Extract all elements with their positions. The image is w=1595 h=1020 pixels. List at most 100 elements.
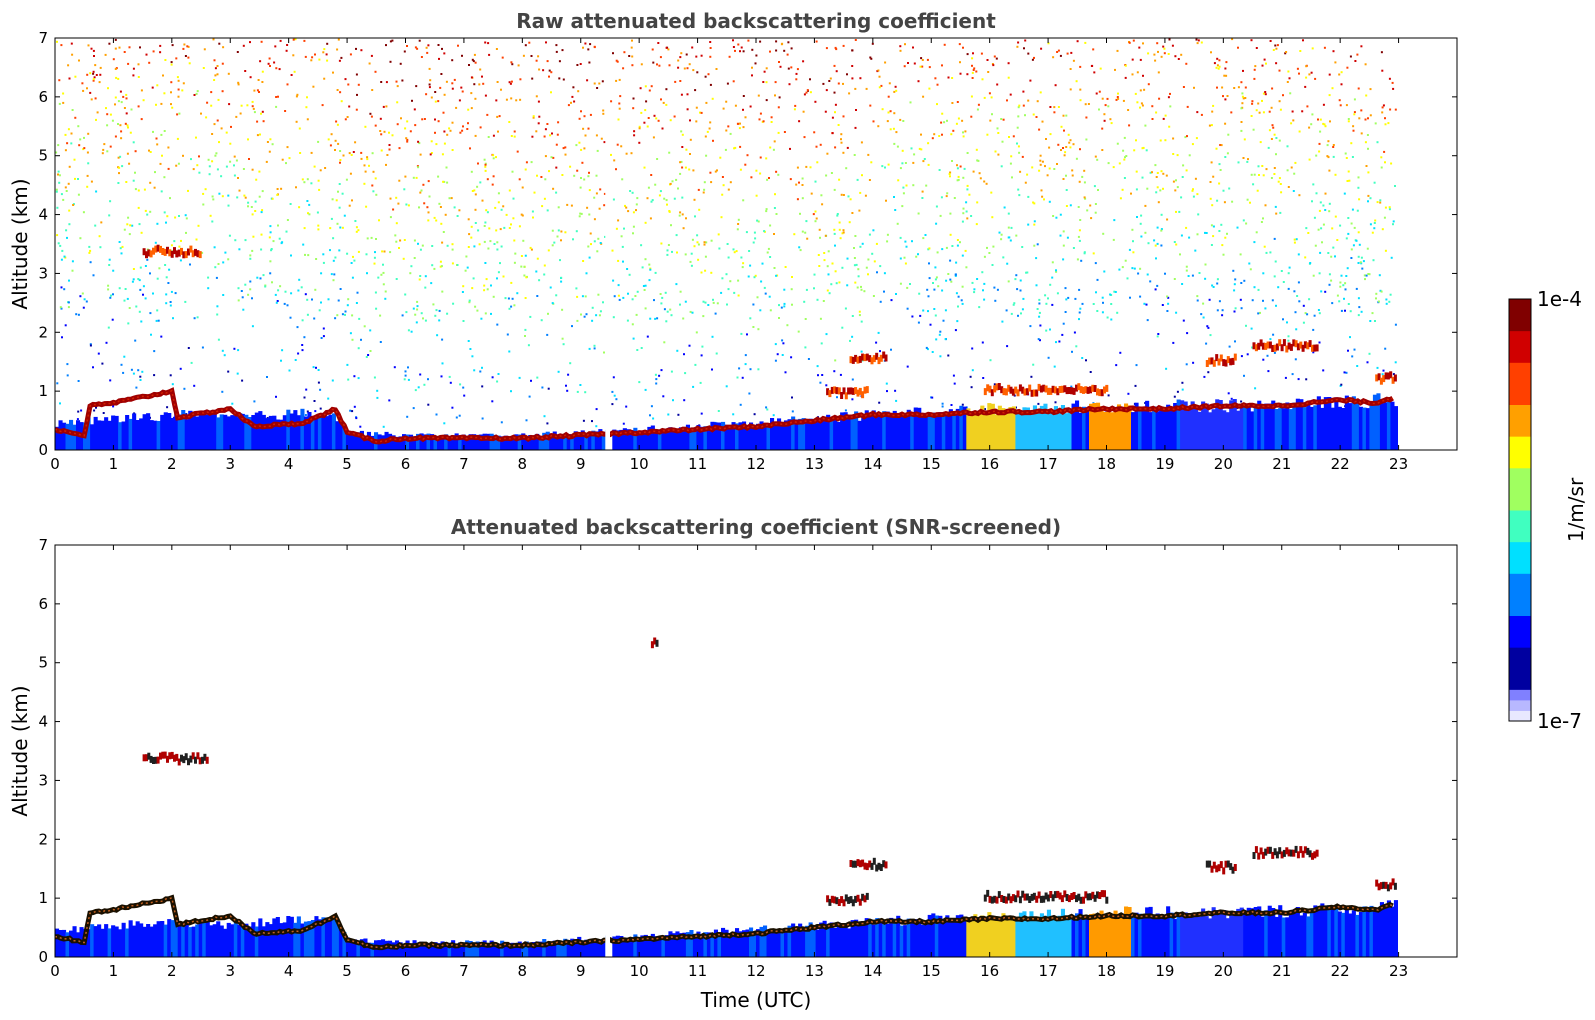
elevated-feature-pixel	[1285, 345, 1289, 353]
noise-pixel	[1101, 311, 1104, 314]
ground-column	[931, 412, 936, 450]
noise-pixel	[1388, 77, 1391, 80]
noise-pixel	[824, 110, 827, 113]
noise-pixel	[577, 90, 580, 93]
noise-pixel	[1166, 218, 1169, 221]
noise-pixel	[536, 257, 539, 260]
noise-pixel	[1131, 58, 1134, 61]
noise-pixel	[355, 417, 358, 420]
noise-pixel	[427, 219, 430, 222]
noise-pixel	[973, 67, 976, 70]
noise-pixel	[283, 302, 286, 305]
noise-pixel	[1270, 138, 1273, 140]
elevated-feature-pixel	[840, 392, 844, 399]
noise-pixel	[90, 98, 93, 101]
noise-pixel	[89, 249, 92, 252]
noise-pixel	[704, 301, 707, 304]
noise-pixel	[218, 141, 220, 144]
ground-column	[303, 416, 308, 450]
noise-pixel	[279, 39, 282, 42]
noise-pixel	[887, 111, 890, 114]
elevated-feature-pixel	[156, 756, 160, 764]
x-tick-label: 11	[688, 455, 707, 473]
noise-pixel	[474, 134, 477, 137]
noise-pixel	[790, 47, 793, 50]
noise-pixel	[957, 117, 960, 120]
noise-pixel	[1307, 232, 1310, 234]
noise-pixel	[1049, 106, 1052, 108]
noise-pixel	[438, 57, 440, 60]
noise-pixel	[896, 145, 899, 148]
elevated-feature-pixel	[884, 354, 888, 362]
noise-pixel	[1273, 167, 1276, 169]
elevated-feature-pixel	[849, 356, 853, 364]
noise-pixel	[81, 292, 84, 295]
noise-pixel	[964, 130, 967, 133]
noise-pixel	[1237, 46, 1239, 49]
noise-pixel	[742, 262, 745, 265]
noise-pixel	[584, 134, 587, 137]
x-tick-label: 9	[576, 455, 586, 473]
ground-column	[801, 927, 806, 957]
noise-pixel	[841, 232, 844, 235]
noise-pixel	[993, 286, 996, 289]
noise-pixel	[1242, 69, 1244, 72]
elevated-feature-pixel	[1226, 860, 1230, 868]
noise-pixel	[745, 231, 748, 234]
ground-column	[1197, 916, 1202, 957]
noise-pixel	[531, 135, 534, 138]
noise-pixel	[233, 347, 236, 350]
noise-pixel	[1113, 290, 1116, 293]
noise-pixel	[890, 299, 893, 302]
noise-pixel	[79, 295, 82, 298]
ground-column	[678, 933, 683, 957]
ground-column	[1018, 912, 1023, 957]
noise-pixel	[420, 56, 423, 58]
noise-pixel	[1062, 114, 1065, 117]
noise-pixel	[858, 209, 861, 212]
noise-pixel	[548, 69, 551, 72]
ground-column	[188, 410, 193, 450]
elevated-feature-pixel	[882, 351, 886, 359]
noise-pixel	[955, 122, 958, 125]
noise-pixel	[353, 405, 356, 408]
noise-pixel	[462, 125, 464, 128]
noise-pixel	[380, 133, 383, 136]
elevated-feature-pixel	[1252, 852, 1256, 859]
noise-pixel	[266, 417, 269, 419]
noise-pixel	[846, 257, 849, 260]
elevated-feature-pixel	[1105, 384, 1109, 392]
noise-pixel	[221, 390, 224, 393]
noise-pixel	[982, 377, 985, 379]
elevated-feature-pixel	[1375, 879, 1379, 887]
ground-column	[521, 433, 526, 450]
noise-pixel	[132, 67, 135, 70]
noise-pixel	[587, 245, 590, 248]
noise-pixel	[196, 164, 199, 167]
ground-column	[955, 408, 960, 450]
elevated-feature-pixel	[1231, 866, 1235, 874]
noise-pixel	[957, 175, 960, 178]
ground-column	[969, 413, 974, 450]
ground-column	[668, 427, 673, 450]
noise-pixel	[905, 245, 908, 248]
noise-pixel	[1212, 225, 1215, 228]
noise-pixel	[1360, 310, 1363, 313]
noise-pixel	[838, 221, 841, 224]
noise-pixel	[598, 314, 601, 317]
ground-column	[111, 925, 116, 957]
ground-column	[289, 916, 294, 957]
noise-pixel	[588, 213, 591, 216]
noise-pixel	[1253, 173, 1256, 176]
ground-column	[198, 415, 203, 450]
elevated-feature-pixel	[1386, 372, 1390, 380]
noise-pixel	[860, 285, 862, 288]
noise-pixel	[1236, 226, 1239, 229]
ground-column	[423, 943, 428, 957]
elevated-feature-pixel	[159, 245, 162, 253]
noise-pixel	[1285, 51, 1288, 53]
ground-column	[1169, 406, 1174, 450]
noise-pixel	[172, 317, 174, 320]
noise-pixel	[1270, 106, 1273, 109]
noise-pixel	[957, 295, 960, 298]
